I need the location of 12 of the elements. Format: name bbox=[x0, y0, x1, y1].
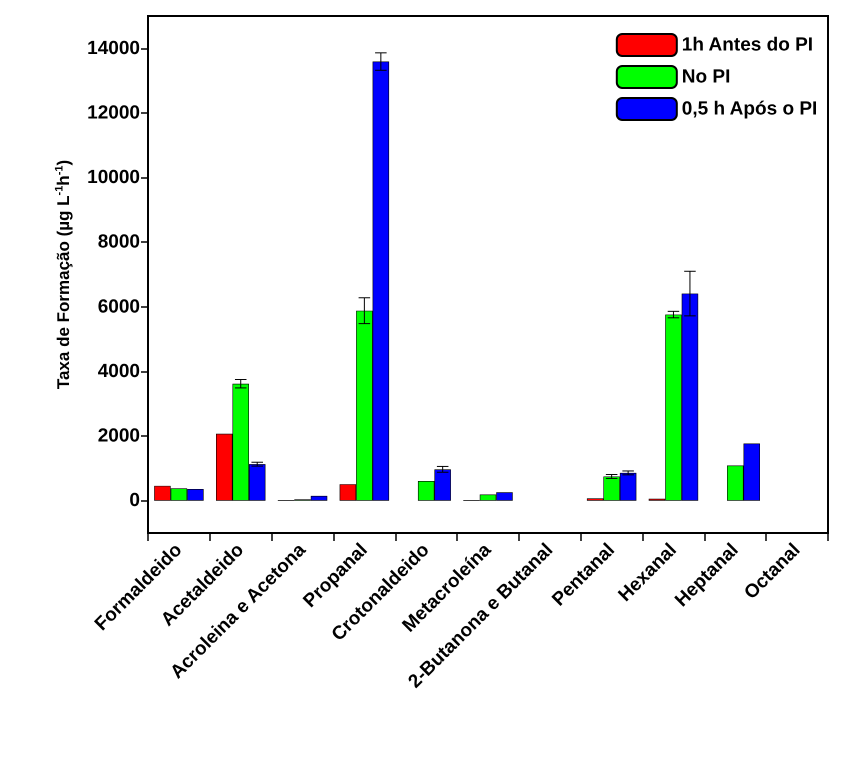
y-tick-label: 2000 bbox=[98, 426, 140, 447]
y-axis-title: Taxa de Formação (µg L-1h-1) bbox=[54, 160, 73, 390]
legend-label: 1h Antes do PI bbox=[682, 34, 814, 56]
y-tick-label: 8000 bbox=[98, 232, 140, 253]
y-tick-label: 12000 bbox=[87, 102, 140, 124]
y-tick-label: 6000 bbox=[98, 296, 140, 318]
y-tick-label: 0 bbox=[129, 490, 140, 512]
legend-label: No PI bbox=[682, 66, 730, 88]
y-tick-label: 10000 bbox=[87, 167, 140, 188]
y-tick-label: 14000 bbox=[87, 38, 140, 59]
legend-label: 0,5 h Após o PI bbox=[682, 98, 818, 120]
y-tick-label: 4000 bbox=[98, 360, 140, 382]
